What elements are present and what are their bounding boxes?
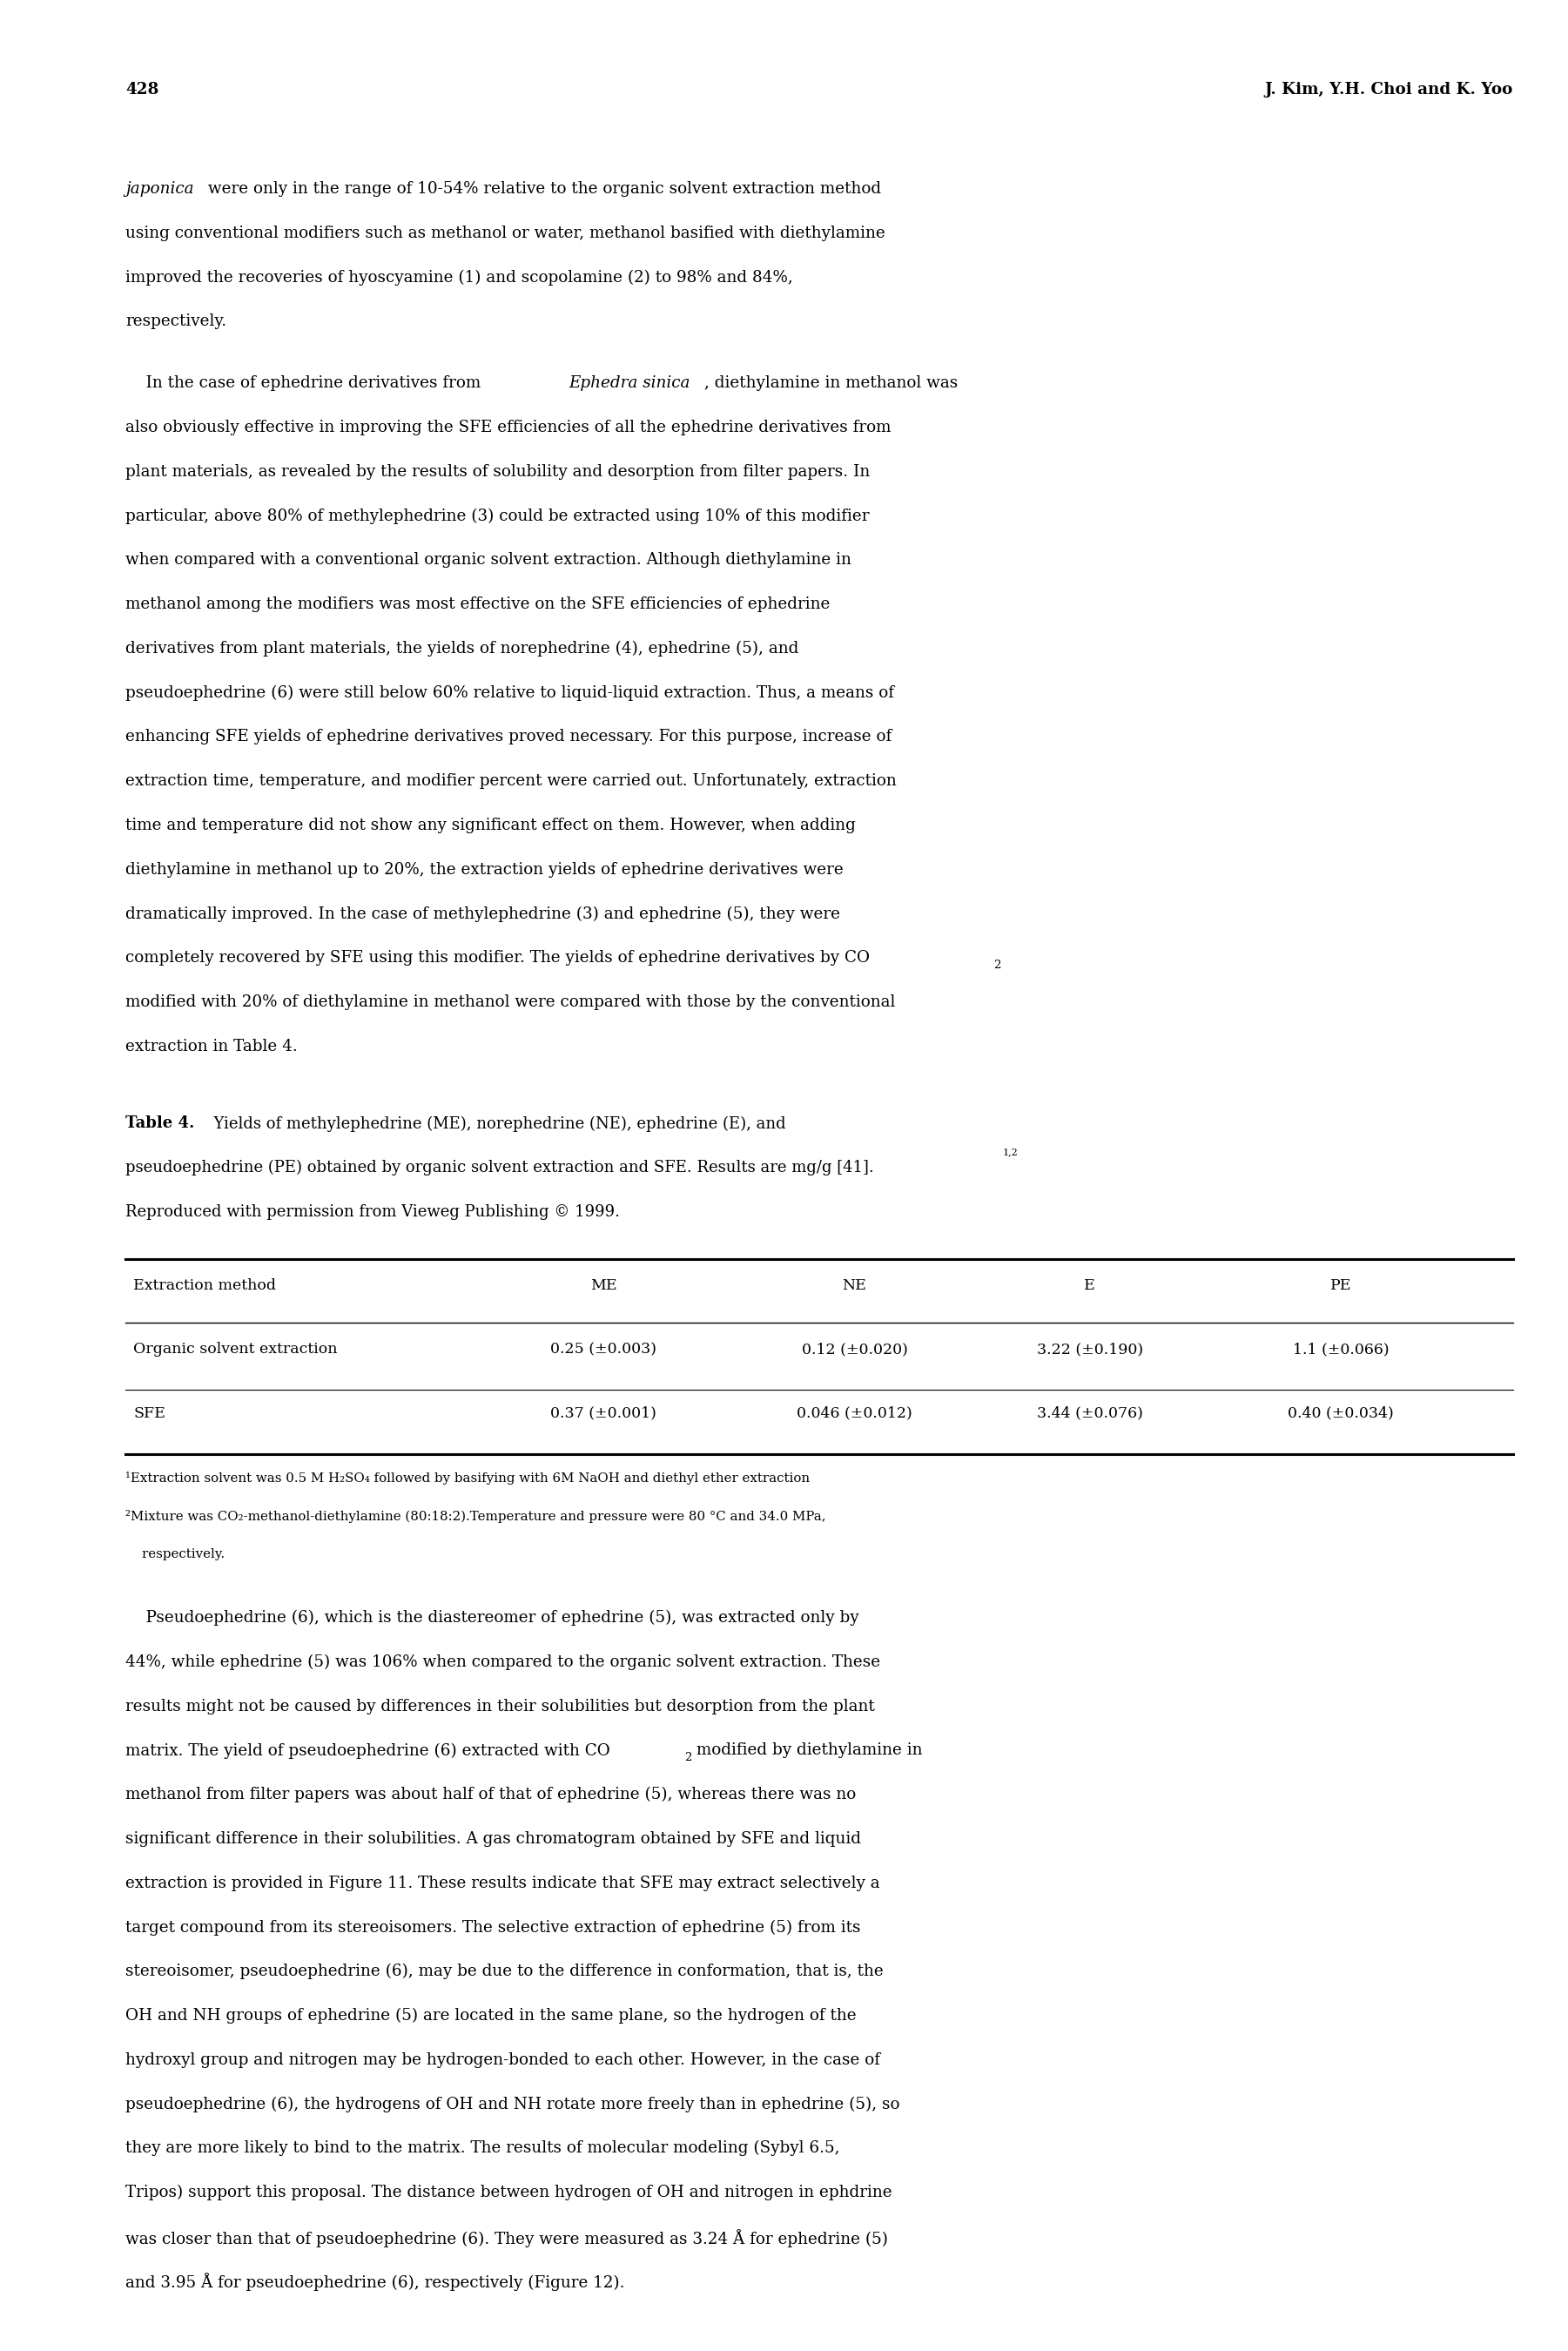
Text: results might not be caused by differences in their solubilities but desorption : results might not be caused by differenc… (125, 1697, 875, 1714)
Text: 2: 2 (994, 959, 1000, 971)
Text: target compound from its stereoisomers. The selective extraction of ephedrine (5: target compound from its stereoisomers. … (125, 1918, 861, 1935)
Text: methanol from filter papers was about half of that of ephedrine (5), whereas the: methanol from filter papers was about ha… (125, 1787, 856, 1803)
Text: particular, above 80% of methylephedrine (3) could be extracted using 10% of thi: particular, above 80% of methylephedrine… (125, 508, 869, 524)
Text: 428: 428 (125, 82, 158, 99)
Text: Extraction method: Extraction method (133, 1279, 276, 1293)
Text: Table 4.: Table 4. (125, 1117, 194, 1131)
Text: respectively.: respectively. (125, 1549, 224, 1561)
Text: Organic solvent extraction: Organic solvent extraction (133, 1342, 337, 1357)
Text: modified by diethylamine in: modified by diethylamine in (691, 1742, 924, 1759)
Text: ²Mixture was CO₂-methanol-diethylamine (80:18:2).Temperature and pressure were 8: ²Mixture was CO₂-methanol-diethylamine (… (125, 1509, 826, 1523)
Text: OH and NH groups of ephedrine (5) are located in the same plane, so the hydrogen: OH and NH groups of ephedrine (5) are lo… (125, 2008, 856, 2024)
Text: 0.046 (±0.012): 0.046 (±0.012) (797, 1406, 913, 1420)
Text: 0.40 (±0.034): 0.40 (±0.034) (1287, 1406, 1394, 1420)
Text: were only in the range of 10-54% relative to the organic solvent extraction meth: were only in the range of 10-54% relativ… (202, 181, 881, 197)
Text: using conventional modifiers such as methanol or water, methanol basified with d: using conventional modifiers such as met… (125, 226, 886, 240)
Text: NE: NE (842, 1279, 867, 1293)
Text: improved the recoveries of hyoscyamine (1) and scopolamine (2) to 98% and 84%,: improved the recoveries of hyoscyamine (… (125, 270, 793, 284)
Text: 3.44 (±0.076): 3.44 (±0.076) (1036, 1406, 1143, 1420)
Text: enhancing SFE yields of ephedrine derivatives proved necessary. For this purpose: enhancing SFE yields of ephedrine deriva… (125, 729, 892, 745)
Text: completely recovered by SFE using this modifier. The yields of ephedrine derivat: completely recovered by SFE using this m… (125, 950, 870, 966)
Text: was closer than that of pseudoephedrine (6). They were measured as 3.24 Å for ep: was closer than that of pseudoephedrine … (125, 2229, 887, 2248)
Text: Pseudoephedrine (6), which is the diastereomer of ephedrine (5), was extracted o: Pseudoephedrine (6), which is the diaste… (125, 1610, 859, 1627)
Text: japonica: japonica (125, 181, 194, 197)
Text: significant difference in their solubilities. A gas chromatogram obtained by SFE: significant difference in their solubili… (125, 1831, 861, 1846)
Text: In the case of ephedrine derivatives from: In the case of ephedrine derivatives fro… (125, 376, 486, 390)
Text: and 3.95 Å for pseudoephedrine (6), respectively (Figure 12).: and 3.95 Å for pseudoephedrine (6), resp… (125, 2273, 624, 2292)
Text: Tripos) support this proposal. The distance between hydrogen of OH and nitrogen : Tripos) support this proposal. The dista… (125, 2184, 892, 2201)
Text: hydroxyl group and nitrogen may be hydrogen-bonded to each other. However, in th: hydroxyl group and nitrogen may be hydro… (125, 2052, 880, 2067)
Text: plant materials, as revealed by the results of solubility and desorption from fi: plant materials, as revealed by the resu… (125, 463, 870, 480)
Text: Reproduced with permission from Vieweg Publishing © 1999.: Reproduced with permission from Vieweg P… (125, 1204, 619, 1220)
Text: extraction time, temperature, and modifier percent were carried out. Unfortunate: extraction time, temperature, and modifi… (125, 773, 897, 790)
Text: extraction in Table 4.: extraction in Table 4. (125, 1039, 298, 1053)
Text: time and temperature did not show any significant effect on them. However, when : time and temperature did not show any si… (125, 818, 856, 832)
Text: PE: PE (1330, 1279, 1352, 1293)
Text: E: E (1083, 1279, 1096, 1293)
Text: diethylamine in methanol up to 20%, the extraction yields of ephedrine derivativ: diethylamine in methanol up to 20%, the … (125, 863, 844, 877)
Text: when compared with a conventional organic solvent extraction. Although diethylam: when compared with a conventional organi… (125, 552, 851, 569)
Text: extraction is provided in Figure 11. These results indicate that SFE may extract: extraction is provided in Figure 11. The… (125, 1876, 880, 1890)
Text: 0.12 (±0.020): 0.12 (±0.020) (801, 1342, 908, 1357)
Text: derivatives from plant materials, the yields of norephedrine (4), ephedrine (5),: derivatives from plant materials, the yi… (125, 642, 798, 656)
Text: methanol among the modifiers was most effective on the SFE efficiencies of ephed: methanol among the modifiers was most ef… (125, 597, 829, 611)
Text: ME: ME (590, 1279, 618, 1293)
Text: 0.25 (±0.003): 0.25 (±0.003) (550, 1342, 657, 1357)
Text: Ephedra sinica: Ephedra sinica (569, 376, 690, 390)
Text: also obviously effective in improving the SFE efficiencies of all the ephedrine : also obviously effective in improving th… (125, 421, 891, 435)
Text: Yields of methylephedrine (ME), norephedrine (NE), ephedrine (E), and: Yields of methylephedrine (ME), norephed… (204, 1117, 786, 1131)
Text: 2: 2 (685, 1751, 691, 1763)
Text: 1,2: 1,2 (1004, 1147, 1019, 1157)
Text: , diethylamine in methanol was: , diethylamine in methanol was (704, 376, 958, 390)
Text: pseudoephedrine (PE) obtained by organic solvent extraction and SFE. Results are: pseudoephedrine (PE) obtained by organic… (125, 1159, 873, 1176)
Text: stereoisomer, pseudoephedrine (6), may be due to the difference in conformation,: stereoisomer, pseudoephedrine (6), may b… (125, 1963, 883, 1980)
Text: 44%, while ephedrine (5) was 106% when compared to the organic solvent extractio: 44%, while ephedrine (5) was 106% when c… (125, 1655, 880, 1669)
Text: respectively.: respectively. (125, 313, 226, 329)
Text: dramatically improved. In the case of methylephedrine (3) and ephedrine (5), the: dramatically improved. In the case of me… (125, 905, 840, 922)
Text: they are more likely to bind to the matrix. The results of molecular modeling (S: they are more likely to bind to the matr… (125, 2139, 840, 2156)
Text: matrix. The yield of pseudoephedrine (6) extracted with CO: matrix. The yield of pseudoephedrine (6)… (125, 1742, 610, 1759)
Text: pseudoephedrine (6) were still below 60% relative to liquid-liquid extraction. T: pseudoephedrine (6) were still below 60%… (125, 684, 894, 701)
Text: 0.37 (±0.001): 0.37 (±0.001) (550, 1406, 657, 1420)
Text: SFE: SFE (133, 1406, 165, 1420)
Text: 1.1 (±0.066): 1.1 (±0.066) (1292, 1342, 1389, 1357)
Text: 3.22 (±0.190): 3.22 (±0.190) (1036, 1342, 1143, 1357)
Text: J. Kim, Y.H. Choi and K. Yoo: J. Kim, Y.H. Choi and K. Yoo (1265, 82, 1513, 99)
Text: ¹Extraction solvent was 0.5 M H₂SO₄ followed by basifying with 6M NaOH and dieth: ¹Extraction solvent was 0.5 M H₂SO₄ foll… (125, 1472, 809, 1486)
Text: modified with 20% of diethylamine in methanol were compared with those by the co: modified with 20% of diethylamine in met… (125, 994, 895, 1011)
Text: pseudoephedrine (6), the hydrogens of OH and NH rotate more freely than in ephed: pseudoephedrine (6), the hydrogens of OH… (125, 2097, 900, 2111)
